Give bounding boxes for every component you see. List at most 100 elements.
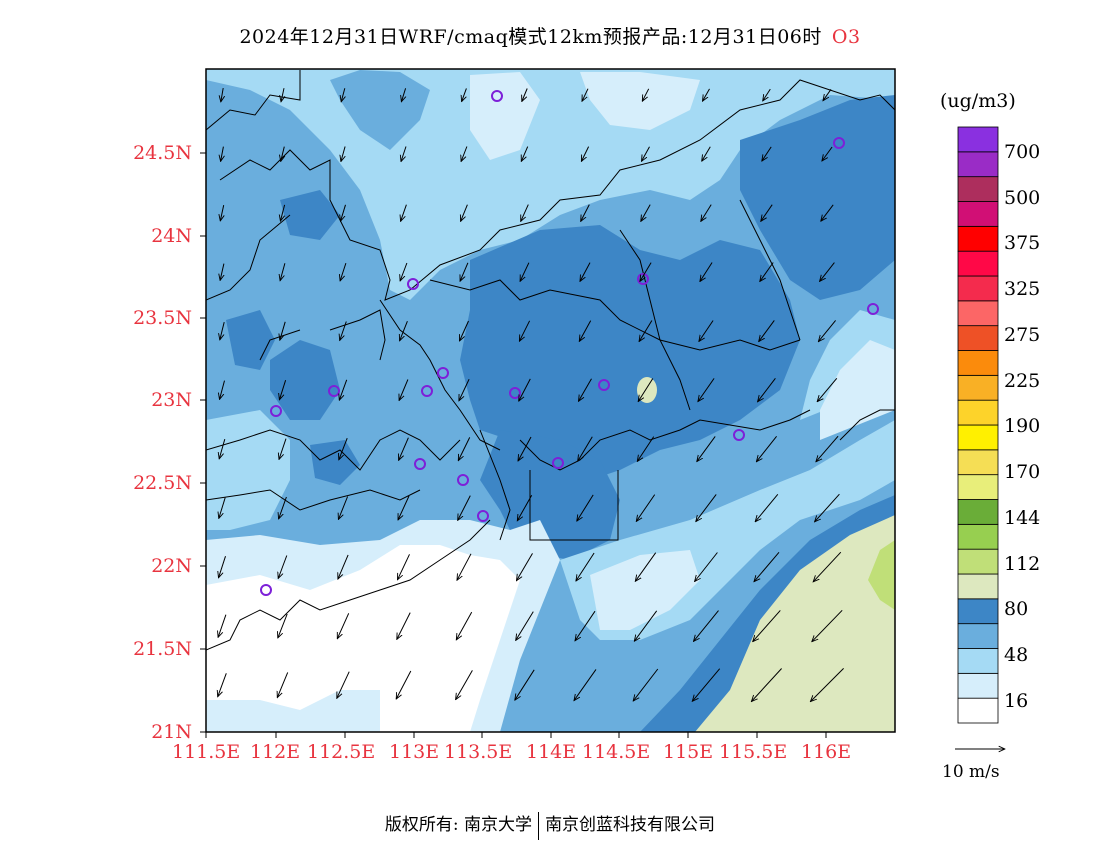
- wind-vector: [762, 146, 772, 161]
- colorbar-label: 190: [1004, 415, 1041, 437]
- colorbar-swatch: [957, 648, 999, 674]
- wind-vector: [519, 320, 531, 341]
- wind-vector: [337, 671, 350, 699]
- colorbar-label: 170: [1004, 461, 1041, 483]
- wind-vector: [637, 436, 655, 462]
- colorbar-swatch: [957, 300, 999, 327]
- lon-label: 114E: [526, 741, 577, 763]
- wind-vector: [277, 672, 289, 697]
- wind-vector: [696, 494, 717, 521]
- wind-vector: [578, 436, 593, 461]
- wind-vector: [753, 610, 781, 641]
- wind-vector: [821, 204, 834, 221]
- wind-vector: [579, 378, 592, 402]
- wind-vector: [521, 146, 529, 162]
- wind-vector: [575, 610, 596, 641]
- colorbar-swatch: [957, 176, 999, 202]
- colorbar-unit: (ug/m3): [940, 90, 1016, 112]
- wind-vector: [400, 321, 408, 341]
- colorbar-swatch: [957, 325, 999, 351]
- wind-vector: [823, 89, 832, 100]
- wind-vector: [398, 495, 410, 520]
- wind-vector: [341, 204, 346, 221]
- colorbar-swatch: [957, 697, 999, 724]
- wind-vector: [279, 380, 287, 400]
- colorbar-label: 16: [1004, 690, 1029, 712]
- wind-vector: [338, 554, 349, 579]
- copyright-owner: 版权所有: 南京大学: [384, 815, 533, 835]
- wind-vector: [340, 321, 347, 341]
- lat-label: 21.5N: [133, 638, 192, 660]
- wind-vector: [461, 204, 468, 222]
- wind-vector: [220, 263, 224, 281]
- wind-vector: [460, 262, 469, 281]
- colorbar-label: 700: [1004, 141, 1041, 163]
- wind-vector: [702, 146, 711, 161]
- wind-vector: [280, 263, 286, 280]
- concentration-field: [206, 69, 895, 732]
- wind-vector: [817, 377, 838, 401]
- wind-vector: [457, 553, 472, 580]
- wind-vector: [515, 669, 535, 700]
- wind-vector: [401, 88, 405, 101]
- colorbar-swatch: [957, 474, 999, 500]
- wind-vector: [580, 262, 591, 282]
- wind-reference-label: 10 m/s: [942, 762, 1000, 782]
- province-boundaries: [206, 70, 895, 651]
- wind-vector: [219, 556, 226, 578]
- colorbar-swatch: [957, 523, 999, 550]
- colorbar-swatch: [957, 449, 999, 476]
- colorbar-label: 225: [1004, 370, 1041, 392]
- wind-vector: [640, 262, 652, 282]
- wind-vector: [220, 380, 225, 400]
- wind-vector: [755, 493, 779, 521]
- wind-vector: [754, 551, 780, 581]
- wind-vector: [398, 554, 410, 579]
- wind-vector: [763, 88, 771, 101]
- wind-vector: [338, 496, 349, 520]
- wind-vector: [760, 262, 774, 282]
- wind-vector: [458, 495, 471, 521]
- wind-vector: [279, 496, 287, 519]
- colorbar-swatch: [957, 424, 999, 451]
- colorbar-swatch: [957, 598, 999, 625]
- wind-vector: [820, 262, 835, 282]
- colorbar-swatch: [957, 250, 999, 277]
- wind-vector: [759, 320, 775, 341]
- wind-vector: [758, 377, 776, 401]
- wind-vector: [703, 88, 710, 101]
- wind-vector: [520, 262, 530, 282]
- wind-vector: [462, 88, 467, 101]
- lat-label: 22N: [151, 555, 192, 577]
- pollutant-label: O3: [831, 26, 861, 48]
- wind-vector: [401, 146, 407, 162]
- wind-vector: [810, 668, 844, 701]
- wind-vector: [579, 320, 592, 342]
- monitoring-stations: [260, 90, 879, 596]
- wind-vector: [218, 614, 227, 638]
- colorbar-label: 325: [1004, 278, 1041, 300]
- colorbar-label: 375: [1004, 232, 1041, 254]
- wind-vector: [818, 320, 836, 341]
- lat-label: 23N: [151, 389, 192, 411]
- wind-vector: [635, 552, 657, 582]
- lon-label: 116E: [801, 741, 852, 763]
- colorbar-swatch: [957, 623, 999, 649]
- wind-vector: [220, 321, 225, 340]
- wind-vector: [461, 146, 468, 162]
- wind-vector: [517, 494, 533, 521]
- wind-vector: [694, 610, 719, 642]
- wind-vector: [698, 378, 715, 401]
- lat-label: 24N: [151, 225, 192, 247]
- colorbar-label: 144: [1004, 507, 1041, 529]
- lon-label: 114.5E: [582, 741, 651, 763]
- wind-vector: [221, 88, 223, 102]
- colorbar-swatch: [957, 374, 999, 401]
- colorbar-swatch: [957, 201, 999, 227]
- lat-label: 23.5N: [133, 307, 192, 329]
- wind-vector: [219, 438, 226, 459]
- copyright-divider: [538, 811, 540, 840]
- wind-vector: [516, 611, 534, 641]
- wind-vector: [396, 670, 412, 699]
- colorbar-label: 275: [1004, 324, 1041, 346]
